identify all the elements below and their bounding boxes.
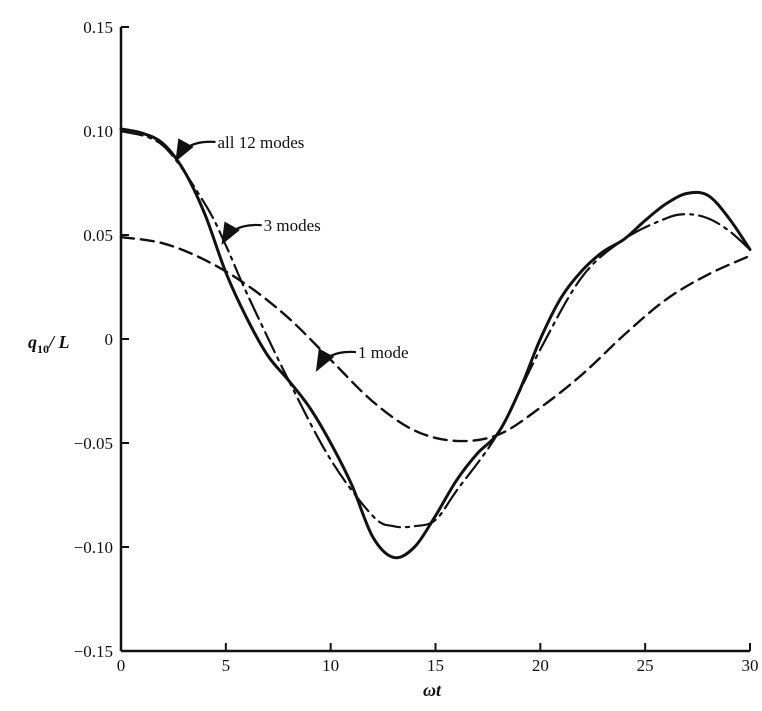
- y-tick-label: 0.05: [83, 226, 113, 245]
- x-tick-label: 30: [742, 656, 759, 675]
- x-tick-label: 5: [222, 656, 231, 675]
- y-tick-label: −0.10: [74, 538, 113, 557]
- annotation-arrow: [221, 221, 262, 246]
- annotation-arrow: [315, 348, 357, 372]
- axes: 0 5 10 15 20 25 30 0.15 0.10 0.05 0 −0.05 −0.10 −0.15: [74, 18, 759, 675]
- y-tick-label: 0.15: [83, 18, 113, 37]
- y-tick-label: 0: [105, 330, 114, 349]
- annotations: all 12 modes 3 modes 1 mode: [175, 133, 409, 372]
- annotation-label: 1 mode: [358, 343, 409, 362]
- series-line-1-mode: [119, 235, 752, 443]
- annotation-arrow: [175, 138, 216, 162]
- x-tick-label: 25: [637, 656, 654, 675]
- x-tick-label: 15: [427, 656, 444, 675]
- x-tick-label: 0: [117, 656, 126, 675]
- annotation-label: 3 modes: [264, 216, 321, 235]
- y-tick-label: −0.05: [74, 434, 113, 453]
- x-tick-label: 10: [322, 656, 339, 675]
- y-axis-label: q10/ L: [28, 332, 70, 356]
- series-line-3-modes: [119, 129, 752, 529]
- y-tick-label: 0.10: [83, 122, 113, 141]
- series-line-all-12-modes: [119, 127, 752, 560]
- y-tick-label: −0.15: [74, 642, 113, 661]
- curves: [119, 127, 752, 560]
- x-axis-label: ωt: [423, 680, 442, 700]
- x-tick-label: 20: [532, 656, 549, 675]
- annotation-label: all 12 modes: [218, 133, 305, 152]
